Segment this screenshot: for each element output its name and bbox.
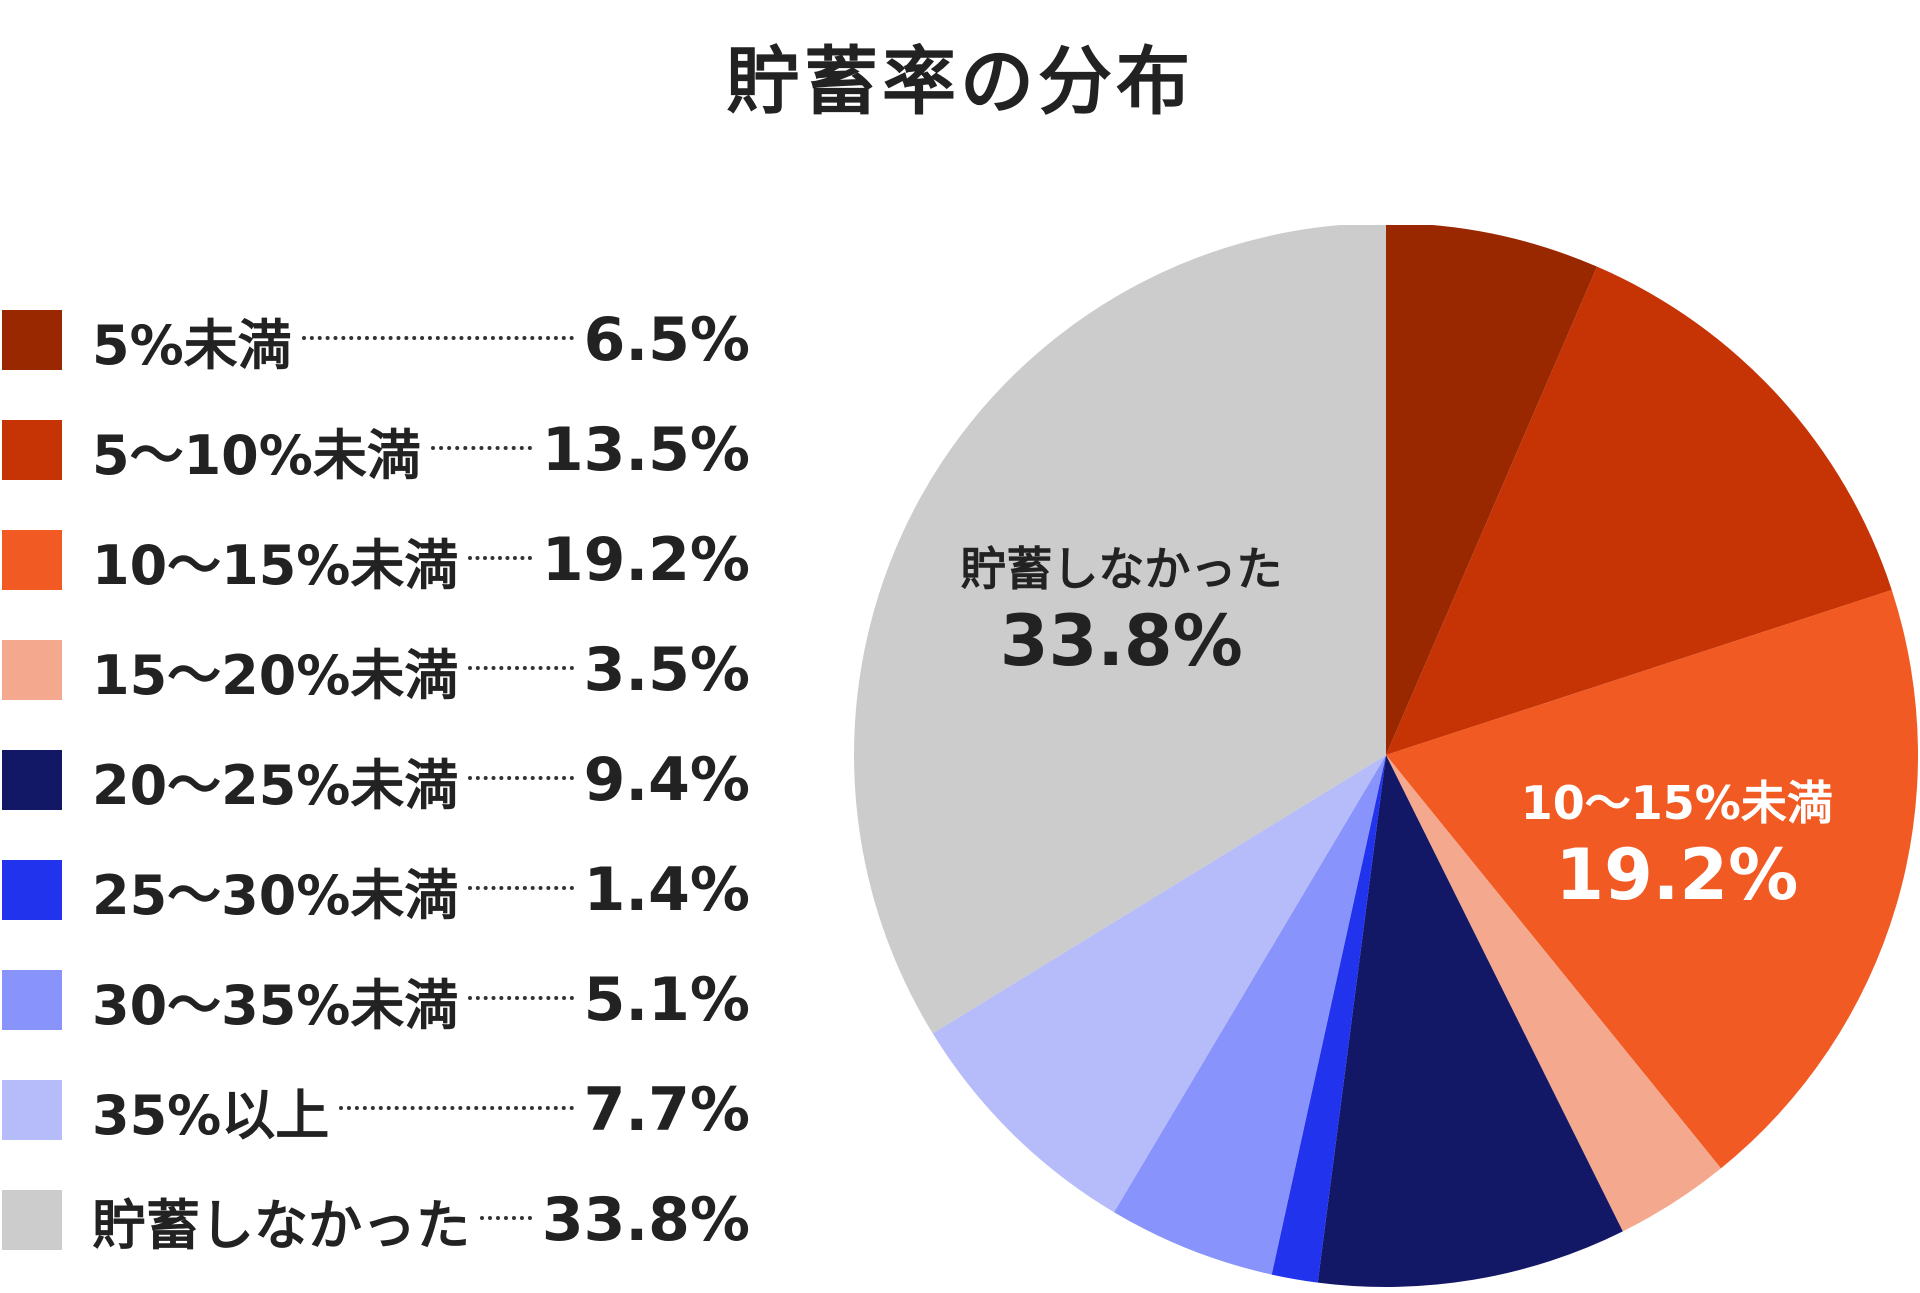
legend-swatch xyxy=(2,310,62,370)
legend-leader-dots xyxy=(339,1106,574,1110)
legend-value: 3.5% xyxy=(583,635,750,705)
legend: 5%未満 6.5% 5〜10%未満 13.5% 10〜15%未満 19.2% 1… xyxy=(0,285,760,1275)
legend-label: 35%以上 xyxy=(92,1083,330,1147)
legend-value: 1.4% xyxy=(583,855,750,925)
pie-slice-6 xyxy=(1113,755,1386,1275)
legend-label: 20〜25%未満 xyxy=(92,753,459,817)
legend-value: 7.7% xyxy=(583,1075,750,1145)
legend-leader-dots xyxy=(468,556,532,560)
legend-swatch xyxy=(2,1190,62,1250)
legend-leader-dots xyxy=(480,1216,532,1220)
pie-slice-1 xyxy=(1386,266,1892,755)
legend-item: 5%未満 6.5% xyxy=(0,285,760,395)
pie-slice-5 xyxy=(1271,755,1386,1283)
legend-label: 10〜15%未満 xyxy=(92,533,459,597)
legend-leader-dots xyxy=(468,776,574,780)
legend-value: 19.2% xyxy=(541,525,750,595)
legend-swatch xyxy=(2,420,62,480)
legend-item: 30〜35%未満 5.1% xyxy=(0,945,760,1055)
legend-label: 5〜10%未満 xyxy=(92,423,421,487)
legend-leader-dots xyxy=(430,446,532,450)
pie-slice-2 xyxy=(1386,589,1918,1169)
legend-leader-dots xyxy=(468,996,574,1000)
pie-annotation-value: 33.8% xyxy=(1000,600,1243,682)
pie-slices xyxy=(854,223,1918,1287)
legend-value: 33.8% xyxy=(541,1185,750,1255)
legend-value: 6.5% xyxy=(583,305,750,375)
legend-value: 5.1% xyxy=(583,965,750,1035)
legend-swatch xyxy=(2,530,62,590)
legend-label: 5%未満 xyxy=(92,313,292,377)
pie-chart-area: 10〜15%未満 19.2% 貯蓄しなかった 33.8% xyxy=(850,223,1920,1289)
legend-item: 15〜20%未満 3.5% xyxy=(0,615,760,725)
legend-item: 5〜10%未満 13.5% xyxy=(0,395,760,505)
pie-slice-3 xyxy=(1386,755,1721,1232)
legend-leader-dots xyxy=(468,666,574,670)
pie-slice-4 xyxy=(1317,755,1623,1287)
pie-annotation-label: 10〜15%未満 xyxy=(1521,776,1833,830)
legend-swatch xyxy=(2,860,62,920)
legend-swatch xyxy=(2,750,62,810)
pie-annotation-label: 貯蓄しなかった xyxy=(960,542,1282,596)
legend-label: 30〜35%未満 xyxy=(92,973,459,1037)
legend-swatch xyxy=(2,1080,62,1140)
pie-slice-8 xyxy=(854,223,1386,1034)
legend-item: 20〜25%未満 9.4% xyxy=(0,725,760,835)
legend-item: 35%以上 7.7% xyxy=(0,1055,760,1165)
legend-label: 25〜30%未満 xyxy=(92,863,459,927)
pie-annotation-value: 19.2% xyxy=(1555,834,1798,916)
legend-leader-dots xyxy=(468,886,574,890)
legend-value: 9.4% xyxy=(583,745,750,815)
legend-leader-dots xyxy=(301,336,574,340)
pie-slice-7 xyxy=(932,755,1386,1213)
legend-item: 10〜15%未満 19.2% xyxy=(0,505,760,615)
legend-label: 15〜20%未満 xyxy=(92,643,459,707)
legend-item: 貯蓄しなかった 33.8% xyxy=(0,1165,760,1275)
legend-swatch xyxy=(2,970,62,1030)
legend-value: 13.5% xyxy=(541,415,750,485)
pie-slice-0 xyxy=(1386,223,1598,755)
legend-swatch xyxy=(2,640,62,700)
legend-item: 25〜30%未満 1.4% xyxy=(0,835,760,945)
legend-label: 貯蓄しなかった xyxy=(92,1193,470,1257)
chart-title: 貯蓄率の分布 xyxy=(726,39,1194,125)
